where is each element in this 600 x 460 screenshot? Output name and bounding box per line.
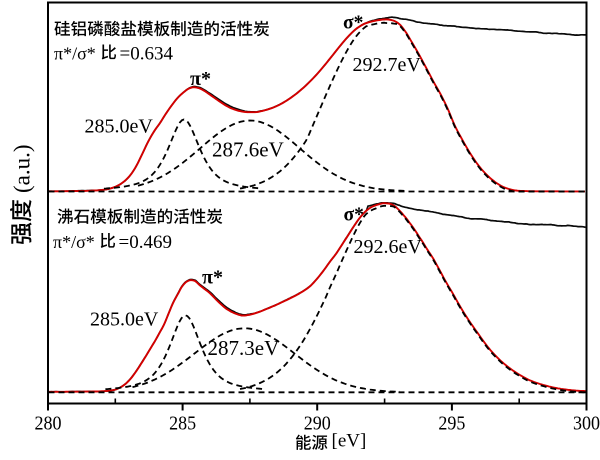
svg-text:π*/σ*: π*/σ* bbox=[53, 232, 95, 252]
svg-text:295: 295 bbox=[438, 413, 465, 435]
svg-text:300: 300 bbox=[573, 413, 600, 435]
svg-text:292.6eV: 292.6eV bbox=[354, 236, 423, 258]
svg-text:285.0eV: 285.0eV bbox=[85, 116, 154, 138]
svg-text:280: 280 bbox=[35, 413, 62, 435]
svg-text:[eV]: [eV] bbox=[332, 431, 367, 452]
svg-text:σ*: σ* bbox=[344, 205, 364, 226]
svg-text:π*: π* bbox=[190, 68, 211, 90]
svg-text:290: 290 bbox=[304, 413, 331, 435]
svg-text:=0.634: =0.634 bbox=[120, 44, 174, 65]
svg-text:σ*: σ* bbox=[343, 13, 363, 34]
svg-text:285.0eV: 285.0eV bbox=[90, 309, 159, 331]
svg-text:(a.u.): (a.u.) bbox=[10, 144, 35, 193]
svg-text:287.3eV: 287.3eV bbox=[208, 336, 280, 360]
svg-text:285: 285 bbox=[169, 413, 196, 435]
svg-text:π*/σ*: π*/σ* bbox=[54, 44, 96, 64]
svg-text:=0.469: =0.469 bbox=[119, 232, 172, 253]
svg-text:292.7eV: 292.7eV bbox=[353, 54, 422, 76]
svg-text:π*: π* bbox=[202, 267, 223, 289]
svg-text:287.6eV: 287.6eV bbox=[212, 138, 284, 162]
